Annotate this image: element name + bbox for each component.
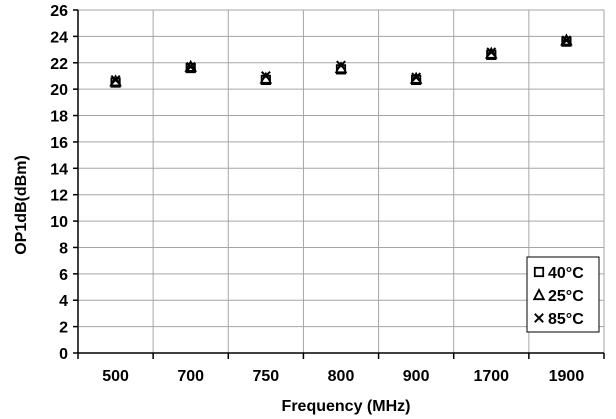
legend-marker-triangle <box>532 288 546 301</box>
y-tick-label: 14 <box>50 161 68 178</box>
x-tick-label: 500 <box>102 368 129 385</box>
data-point-x <box>411 72 422 83</box>
legend-marker-x <box>534 313 544 323</box>
legend-label: 40°C <box>548 265 584 282</box>
x-tick-label: 1900 <box>549 368 585 385</box>
series-triangle <box>109 33 573 87</box>
y-tick-label: 18 <box>50 109 68 126</box>
data-point-x <box>260 71 271 81</box>
x-tick-label: 1700 <box>473 368 509 385</box>
x-axis-title: Frequency (MHz) <box>282 398 411 415</box>
y-tick-label: 0 <box>59 346 68 363</box>
y-tick-label: 2 <box>59 320 68 337</box>
y-tick-label: 12 <box>50 188 68 205</box>
data-point-x <box>110 75 121 85</box>
data-point-triangle <box>109 74 122 87</box>
series-x <box>110 35 572 85</box>
x-tick-label: 800 <box>328 368 355 385</box>
y-tick-label: 4 <box>59 293 68 310</box>
y-tick-label: 22 <box>50 56 68 73</box>
legend-box <box>526 256 600 333</box>
y-tick-label: 6 <box>59 267 68 284</box>
legend: 40°C 25°C 85°C <box>526 256 600 333</box>
y-tick-label: 10 <box>50 214 68 231</box>
x-tick-label: 900 <box>403 368 430 385</box>
y-tick-label: 24 <box>50 29 68 46</box>
data-point-x <box>486 47 497 58</box>
data-point-triangle <box>409 71 423 84</box>
legend-label: 25°C <box>548 288 584 305</box>
x-tick-label: 750 <box>253 368 280 385</box>
data-point-layer <box>109 33 573 88</box>
axis-layer <box>73 9 605 359</box>
data-point-x <box>336 60 346 71</box>
y-tick-label: 8 <box>59 240 68 257</box>
x-tick-label: 700 <box>177 368 204 385</box>
legend-marker-square <box>533 266 545 278</box>
data-point-triangle <box>485 46 498 59</box>
grid-layer <box>78 9 605 353</box>
legend-label: 85°C <box>548 311 584 328</box>
data-point-triangle <box>560 33 573 46</box>
y-tick-label: 20 <box>50 82 68 99</box>
y-tick-label: 26 <box>50 3 68 20</box>
data-point-x <box>561 35 572 46</box>
data-point-triangle <box>184 59 197 72</box>
data-point-x <box>185 61 196 72</box>
y-axis-title: OP1dB(dBm) <box>13 155 30 255</box>
y-tick-label: 16 <box>50 135 68 152</box>
